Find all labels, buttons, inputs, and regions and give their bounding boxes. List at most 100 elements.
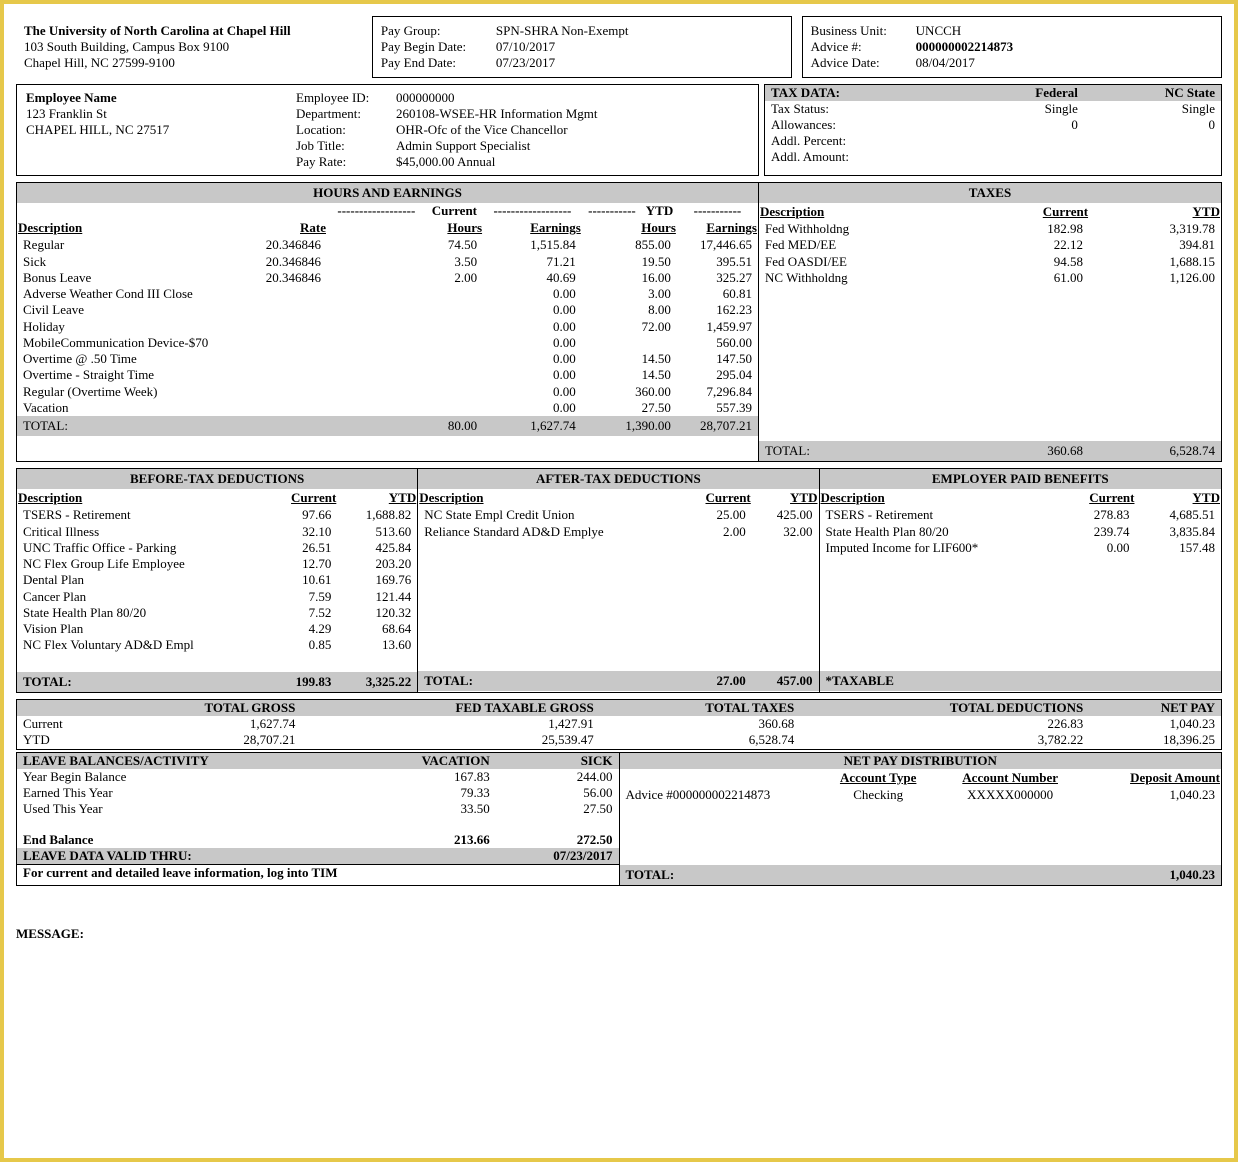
leave-note: For current and detailed leave informati…	[17, 865, 619, 882]
btd-title: BEFORE-TAX DEDUCTIONS	[17, 469, 417, 489]
table-row: NC Flex Group Life Employee12.70203.20	[17, 556, 417, 572]
tax-h-cur: Current	[980, 203, 1090, 221]
earn-h-rate: Rate	[237, 219, 327, 237]
earn-tot-ch: 80.00	[327, 416, 483, 436]
atd-title: AFTER-TAX DEDUCTIONS	[418, 469, 818, 489]
table-row: Regular20.34684674.501,515.84855.0017,44…	[17, 237, 758, 253]
pay-begin-lbl: Pay Begin Date:	[381, 39, 496, 55]
sum-ytd-1: 25,539.47	[301, 732, 599, 748]
leave-end-s: 272.50	[496, 832, 619, 848]
org-block: The University of North Carolina at Chap…	[16, 17, 372, 78]
leave-h-sick: SICK	[496, 753, 619, 769]
earn-h-earn-c: Earnings	[483, 219, 582, 237]
emp-dept: 260108-WSEE-HR Information Mgmt	[396, 106, 749, 122]
table-row: Holiday0.0072.001,459.97	[17, 319, 758, 335]
leave-valid: 07/23/2017	[496, 848, 619, 865]
netdist-title: NET PAY DISTRIBUTION	[620, 753, 1222, 769]
employee-row: Employee Name 123 Franklin St CHAPEL HIL…	[16, 84, 1222, 176]
table-row: Fed MED/EE22.12394.81	[759, 237, 1221, 253]
btd-h-ytd: YTD	[337, 489, 417, 507]
emp-rate-lbl: Pay Rate:	[296, 154, 396, 170]
org-addr1: 103 South Building, Campus Box 9100	[24, 39, 364, 55]
atd-h-ytd: YTD	[752, 489, 819, 507]
table-row: Vacation0.0027.50557.39	[17, 400, 758, 416]
netdist-advice: Advice #000000002214873	[620, 787, 820, 803]
sum-h-fed: FED TAXABLE GROSS	[301, 700, 599, 716]
atd-tot-c: 27.00	[686, 671, 752, 691]
tax-h-desc: Description	[759, 203, 980, 221]
tax-tot-c: 360.68	[980, 441, 1090, 461]
sum-cur-4: 1,040.23	[1089, 716, 1221, 732]
tax-amt-lbl: Addl. Amount:	[765, 149, 963, 165]
table-row: Year Begin Balance167.83244.00	[17, 769, 619, 785]
tax-h-ytd: YTD	[1089, 203, 1221, 221]
taxdata-st-hdr: NC State	[1084, 85, 1221, 101]
table-row: Overtime - Straight Time0.0014.50295.04	[17, 367, 758, 383]
tax-allow-st: 0	[1084, 117, 1221, 133]
table-row: Fed OASDI/EE94.581,688.15	[759, 254, 1221, 270]
table-row: Civil Leave0.008.00162.23	[17, 302, 758, 318]
earn-tot-lbl: TOTAL:	[17, 416, 237, 436]
epb-h-ytd: YTD	[1135, 489, 1221, 507]
bu: UNCCH	[916, 23, 1213, 39]
header-row: The University of North Carolina at Chap…	[16, 16, 1222, 78]
business-block: Business Unit:UNCCH Advice #:00000000221…	[802, 17, 1221, 78]
earn-tot-ye: 28,707.21	[677, 416, 758, 436]
sum-h-ded: TOTAL DEDUCTIONS	[800, 700, 1089, 716]
tax-allow-lbl: Allowances:	[765, 117, 963, 133]
atd-tot-lbl: TOTAL:	[418, 671, 685, 691]
emp-rate: $45,000.00 Annual	[396, 154, 749, 170]
table-row: Sick20.3468463.5071.2119.50395.51	[17, 254, 758, 270]
deductions-section: BEFORE-TAX DEDUCTIONS Description Current…	[16, 468, 1222, 693]
sum-h-net: NET PAY	[1089, 700, 1221, 716]
paystub-document: The University of North Carolina at Chap…	[0, 0, 1238, 1162]
btd-tot-lbl: TOTAL:	[17, 672, 271, 692]
table-row: TSERS - Retirement97.661,688.82	[17, 507, 417, 523]
sum-ytd-lbl: YTD	[17, 732, 97, 748]
epb-h-desc: Description	[820, 489, 1065, 507]
emp-title-lbl: Job Title:	[296, 138, 396, 154]
taxdata-hdr: TAX DATA:	[765, 85, 963, 101]
org-addr2: Chapel Hill, NC 27599-9100	[24, 55, 364, 71]
sum-ytd-2: 6,528.74	[600, 732, 801, 748]
leave-end-v: 213.66	[358, 832, 496, 848]
table-row: Dental Plan10.61169.76	[17, 572, 417, 588]
atd-h-cur: Current	[686, 489, 752, 507]
tax-pct-lbl: Addl. Percent:	[765, 133, 963, 149]
taxdata-fed-hdr: Federal	[963, 85, 1083, 101]
table-row: Adverse Weather Cond III Close0.003.0060…	[17, 286, 758, 302]
table-row: NC State Empl Credit Union25.00425.00	[418, 507, 818, 523]
emp-dept-lbl: Department:	[296, 106, 396, 122]
earn-h-hours-y: Hours	[582, 219, 677, 237]
emp-name-lbl: Employee Name	[26, 90, 294, 106]
sum-cur-0: 1,627.74	[97, 716, 301, 732]
table-row: TSERS - Retirement278.834,685.51	[820, 507, 1222, 523]
earnings-current-hdr: Current	[426, 203, 483, 219]
netdist-amt: 1,040.23	[1083, 787, 1221, 803]
advdate-lbl: Advice Date:	[811, 55, 916, 71]
emp-addr1: 123 Franklin St	[26, 106, 294, 122]
epb-tot-lbl: *TAXABLE	[820, 671, 1222, 691]
netdist-tot-lbl: TOTAL:	[620, 865, 1084, 885]
table-row: NC Withholdng61.001,126.00	[759, 270, 1221, 286]
atd-tot-y: 457.00	[752, 671, 819, 691]
earn-h-hours-c: Hours	[327, 219, 483, 237]
emp-addr2: CHAPEL HILL, NC 27517	[26, 122, 294, 138]
emp-id: 000000000	[396, 90, 749, 106]
tax-status-fed: Single	[963, 101, 1083, 117]
table-row: Used This Year33.5027.50	[17, 801, 619, 817]
emp-loc: OHR-Ofc of the Vice Chancellor	[396, 122, 749, 138]
btd-h-cur: Current	[271, 489, 337, 507]
table-row: UNC Traffic Office - Parking26.51425.84	[17, 540, 417, 556]
emp-loc-lbl: Location:	[296, 122, 396, 138]
btd-tot-y: 3,325.22	[337, 672, 417, 692]
leave-title: LEAVE BALANCES/ACTIVITY	[17, 753, 358, 769]
sum-cur-2: 360.68	[600, 716, 801, 732]
sum-h-tax: TOTAL TAXES	[600, 700, 801, 716]
tax-status-st: Single	[1084, 101, 1221, 117]
taxes-title: TAXES	[759, 183, 1221, 203]
tax-tot-lbl: TOTAL:	[759, 441, 980, 461]
summary-section: TOTAL GROSS FED TAXABLE GROSS TOTAL TAXE…	[16, 699, 1222, 750]
message-label: MESSAGE:	[16, 886, 1222, 942]
emp-title: Admin Support Specialist	[396, 138, 749, 154]
